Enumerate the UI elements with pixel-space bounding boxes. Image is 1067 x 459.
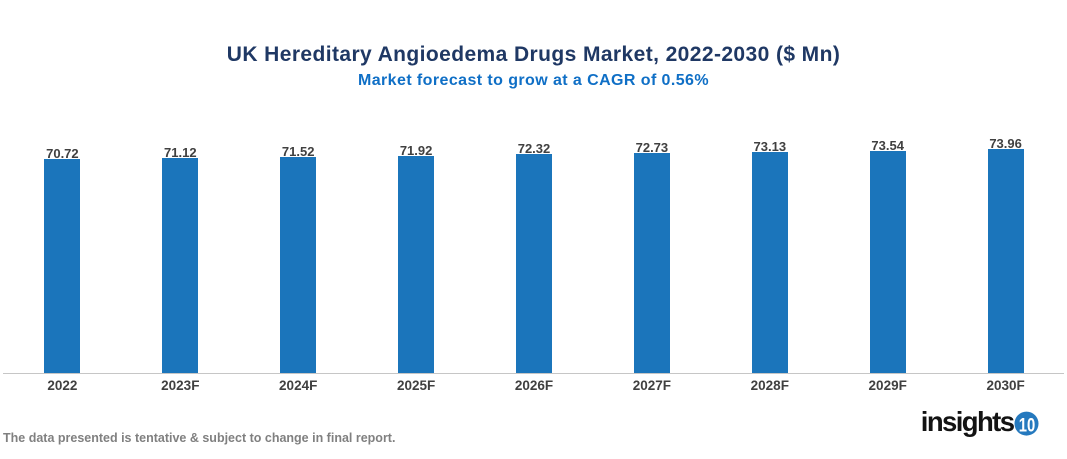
svg-text:10: 10 [1019,415,1035,436]
svg-text:insights: insights [921,406,1015,437]
